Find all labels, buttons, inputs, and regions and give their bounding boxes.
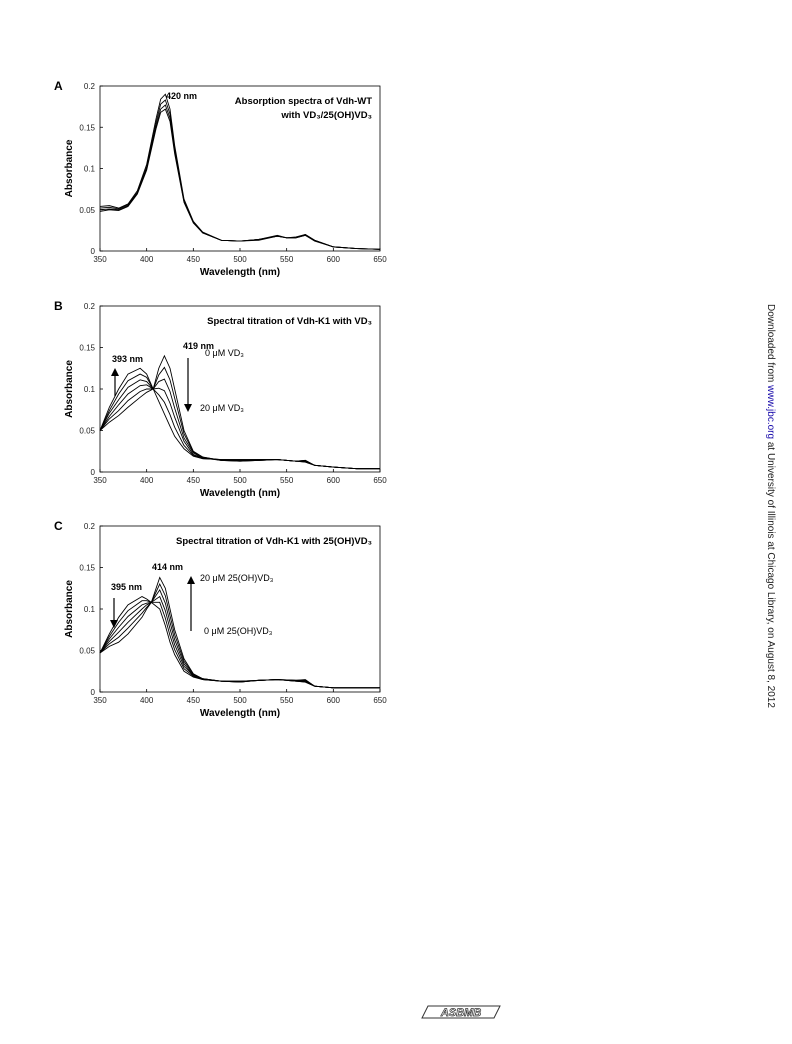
y-tick-label: 0.15 xyxy=(79,344,95,353)
annotation: 414 nm xyxy=(152,562,183,572)
x-tick-label: 650 xyxy=(373,476,387,485)
annotation: 393 nm xyxy=(112,354,143,364)
spectrum-line xyxy=(99,367,380,470)
spectrum-line xyxy=(99,366,380,470)
annotation: 0 μM 25(OH)VD₃ xyxy=(204,626,273,636)
y-tick-label: 0.2 xyxy=(84,302,96,311)
annotation: 20 μM 25(OH)VD₃ xyxy=(200,573,274,583)
chart: B 0 0.05 0.1 0.15 0.2 350 400 450 500 550 600 650 Wav… xyxy=(54,299,387,499)
download-note: Downloaded from www.jbc.org at Universit… xyxy=(765,304,776,708)
x-axis-label: Wavelength (nm) xyxy=(200,267,280,278)
x-tick-label: 350 xyxy=(93,696,107,705)
side-note: Downloaded from www.jbc.org at Universit… xyxy=(765,304,776,708)
arrow-head xyxy=(111,368,119,376)
panel-label: A xyxy=(54,79,63,93)
y-tick-label: 0.2 xyxy=(84,522,96,531)
x-axis-label: Wavelength (nm) xyxy=(200,488,280,499)
y-tick-label: 0.15 xyxy=(79,564,95,573)
y-tick-label: 0.1 xyxy=(84,385,96,394)
logo-text: ASBMB xyxy=(440,1007,481,1019)
x-tick-label: 600 xyxy=(327,255,341,264)
spectrum-line xyxy=(99,379,380,470)
y-tick-label: 0.05 xyxy=(79,647,95,656)
spectrum-line xyxy=(99,373,380,470)
annotation: 395 nm xyxy=(111,582,142,592)
annotation: 20 μM VD₃ xyxy=(200,403,244,413)
arrow-head xyxy=(187,576,195,584)
x-axis-label: Wavelength (nm) xyxy=(200,708,280,719)
plot-frame xyxy=(99,305,381,473)
annotation: 420 nm xyxy=(166,91,197,101)
x-tick-label: 650 xyxy=(373,255,387,264)
x-tick-label: 500 xyxy=(233,255,247,264)
x-tick-label: 600 xyxy=(327,476,341,485)
x-tick-label: 350 xyxy=(93,255,107,264)
x-tick-label: 500 xyxy=(233,696,247,705)
y-tick-label: 0.05 xyxy=(79,206,95,215)
chart: A 0 0.05 0.1 0.15 0.2 350 400 450 500 550 600 650 Wav… xyxy=(54,79,387,278)
x-tick-label: 450 xyxy=(187,255,201,264)
x-tick-label: 450 xyxy=(187,696,201,705)
x-tick-label: 600 xyxy=(327,696,341,705)
x-tick-label: 550 xyxy=(280,255,294,264)
spectrum-line xyxy=(99,596,380,689)
y-tick-label: 0.1 xyxy=(84,165,96,174)
x-tick-label: 400 xyxy=(140,696,154,705)
x-tick-label: 400 xyxy=(140,476,154,485)
y-tick-label: 0.15 xyxy=(79,123,95,132)
y-tick-label: 0.1 xyxy=(84,605,96,614)
y-axis-label: Absorbance xyxy=(64,580,75,638)
annotation: 0 μM VD₃ xyxy=(205,348,244,358)
x-tick-label: 450 xyxy=(187,476,201,485)
chart-title: Spectral titration of Vdh-K1 with VD₃ xyxy=(207,316,372,327)
spectrum-line xyxy=(99,588,380,689)
y-axis-label: Absorbance xyxy=(64,139,75,197)
y-tick-label: 0 xyxy=(91,247,96,256)
chart-title: Absorption spectra of Vdh-WT xyxy=(235,96,372,107)
spectrum-line xyxy=(99,576,380,689)
y-tick-label: 0 xyxy=(91,468,96,477)
panel-label: B xyxy=(54,299,63,313)
note-text: at University of Illinois at Chicago Lib… xyxy=(765,439,776,708)
chart-title: Spectral titration of Vdh-K1 with 25(OH)… xyxy=(176,536,372,547)
y-tick-label: 0 xyxy=(91,688,96,697)
spectrum-line xyxy=(99,595,380,689)
x-tick-label: 550 xyxy=(280,696,294,705)
chart-subtitle: with VD₃/25(OH)VD₃ xyxy=(280,110,372,121)
note-link[interactable]: www.jbc.org xyxy=(765,384,776,439)
x-tick-label: 650 xyxy=(373,696,387,705)
arrow-head xyxy=(184,404,192,412)
spectrum-line xyxy=(99,108,381,250)
note-text: Downloaded from xyxy=(765,304,776,385)
panel-label: C xyxy=(54,519,63,533)
y-tick-label: 0.2 xyxy=(84,82,96,91)
y-tick-label: 0.05 xyxy=(79,427,95,436)
spectrum-line xyxy=(99,99,381,250)
chart: C 0 0.05 0.1 0.15 0.2 350 400 450 500 550 600 650 Wav… xyxy=(54,519,387,719)
spectrum-line xyxy=(99,378,380,470)
y-axis-label: Absorbance xyxy=(64,360,75,418)
logo: ASBMB xyxy=(421,1005,501,1019)
annotation: 419 nm xyxy=(183,341,214,351)
x-tick-label: 400 xyxy=(140,255,154,264)
x-tick-label: 500 xyxy=(233,476,247,485)
x-tick-label: 350 xyxy=(93,476,107,485)
x-tick-label: 550 xyxy=(280,476,294,485)
